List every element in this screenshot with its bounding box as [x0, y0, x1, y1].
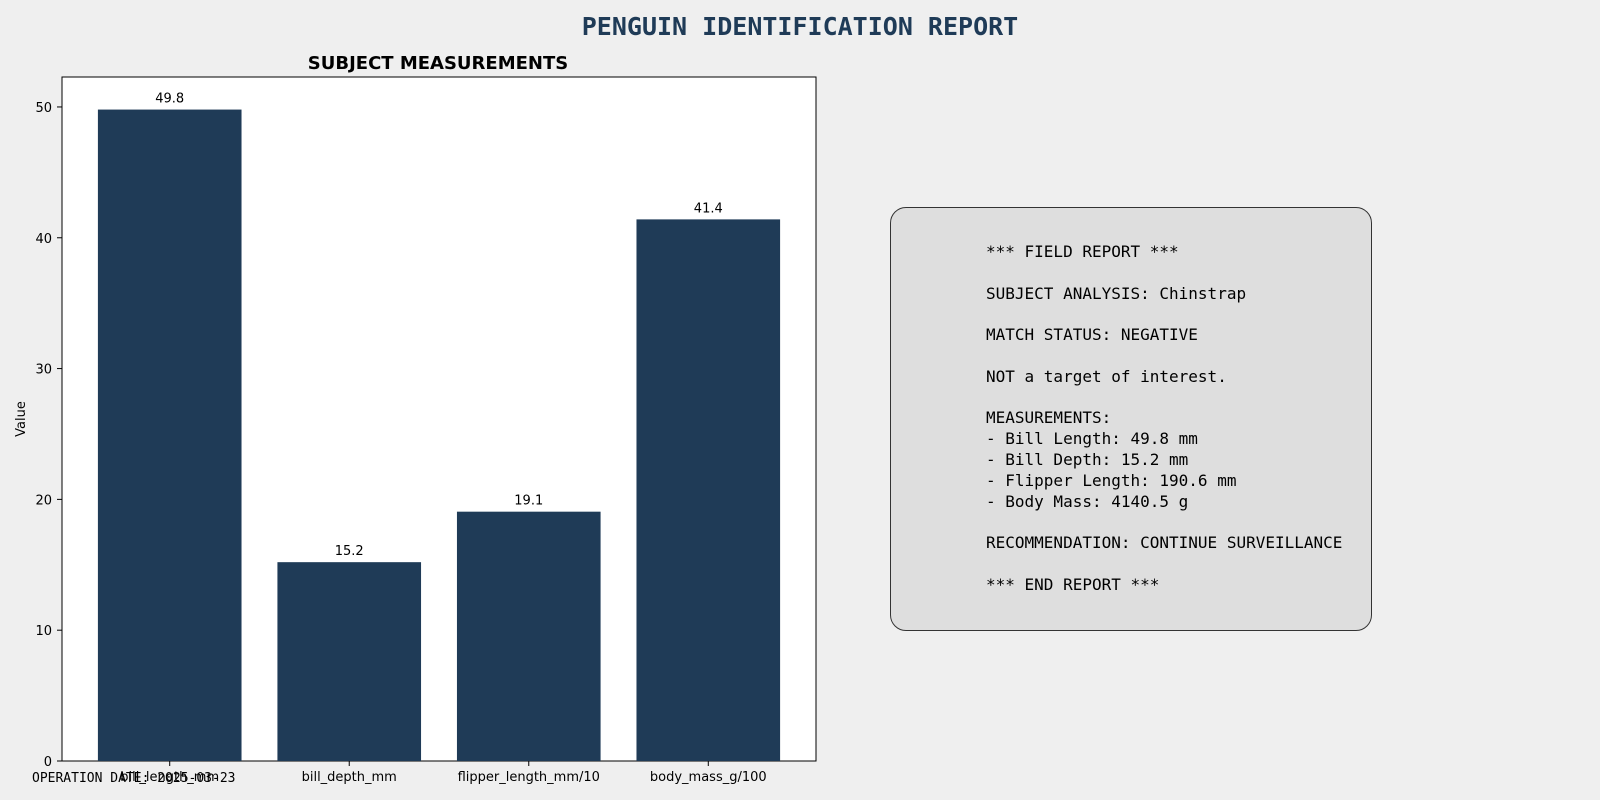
- y-axis-label: Value: [14, 401, 29, 437]
- operation-date: OPERATION DATE: 2025-03-23: [32, 771, 236, 786]
- page-title: PENGUIN IDENTIFICATION REPORT: [581, 12, 1019, 41]
- bar-3: [636, 219, 781, 761]
- bar-value-label: 49.8: [155, 92, 184, 107]
- y-tick-label: 10: [35, 624, 52, 639]
- bar-value-label: 19.1: [514, 494, 543, 509]
- bar-value-label: 41.4: [694, 201, 723, 216]
- x-tick-label: body_mass_g/100: [650, 770, 767, 785]
- x-tick-label: flipper_length_mm/10: [458, 770, 600, 785]
- bars-layer: 49.8 15.2 19.1 41.4: [97, 92, 781, 762]
- bar-0: [97, 109, 242, 762]
- y-tick-label: 20: [35, 493, 52, 508]
- field-report-panel: *** FIELD REPORT *** SUBJECT ANALYSIS: C…: [890, 207, 1372, 631]
- axes-layer: bill_length_mm bill_depth_mm flipper_lengt…: [35, 101, 766, 785]
- x-tick-label: bill_depth_mm: [302, 770, 397, 785]
- y-tick-label: 40: [35, 232, 52, 247]
- y-tick-label: 50: [35, 101, 52, 116]
- y-tick-label: 30: [35, 363, 52, 378]
- y-tick-label: 0: [44, 755, 52, 770]
- chart-title: SUBJECT MEASUREMENTS: [308, 53, 568, 74]
- field-report-text: *** FIELD REPORT *** SUBJECT ANALYSIS: C…: [986, 242, 1343, 594]
- bar-2: [456, 511, 601, 761]
- bar-1: [277, 562, 422, 761]
- bar-value-label: 15.2: [335, 544, 364, 559]
- x-tick-label: bill_length_mm: [120, 770, 219, 785]
